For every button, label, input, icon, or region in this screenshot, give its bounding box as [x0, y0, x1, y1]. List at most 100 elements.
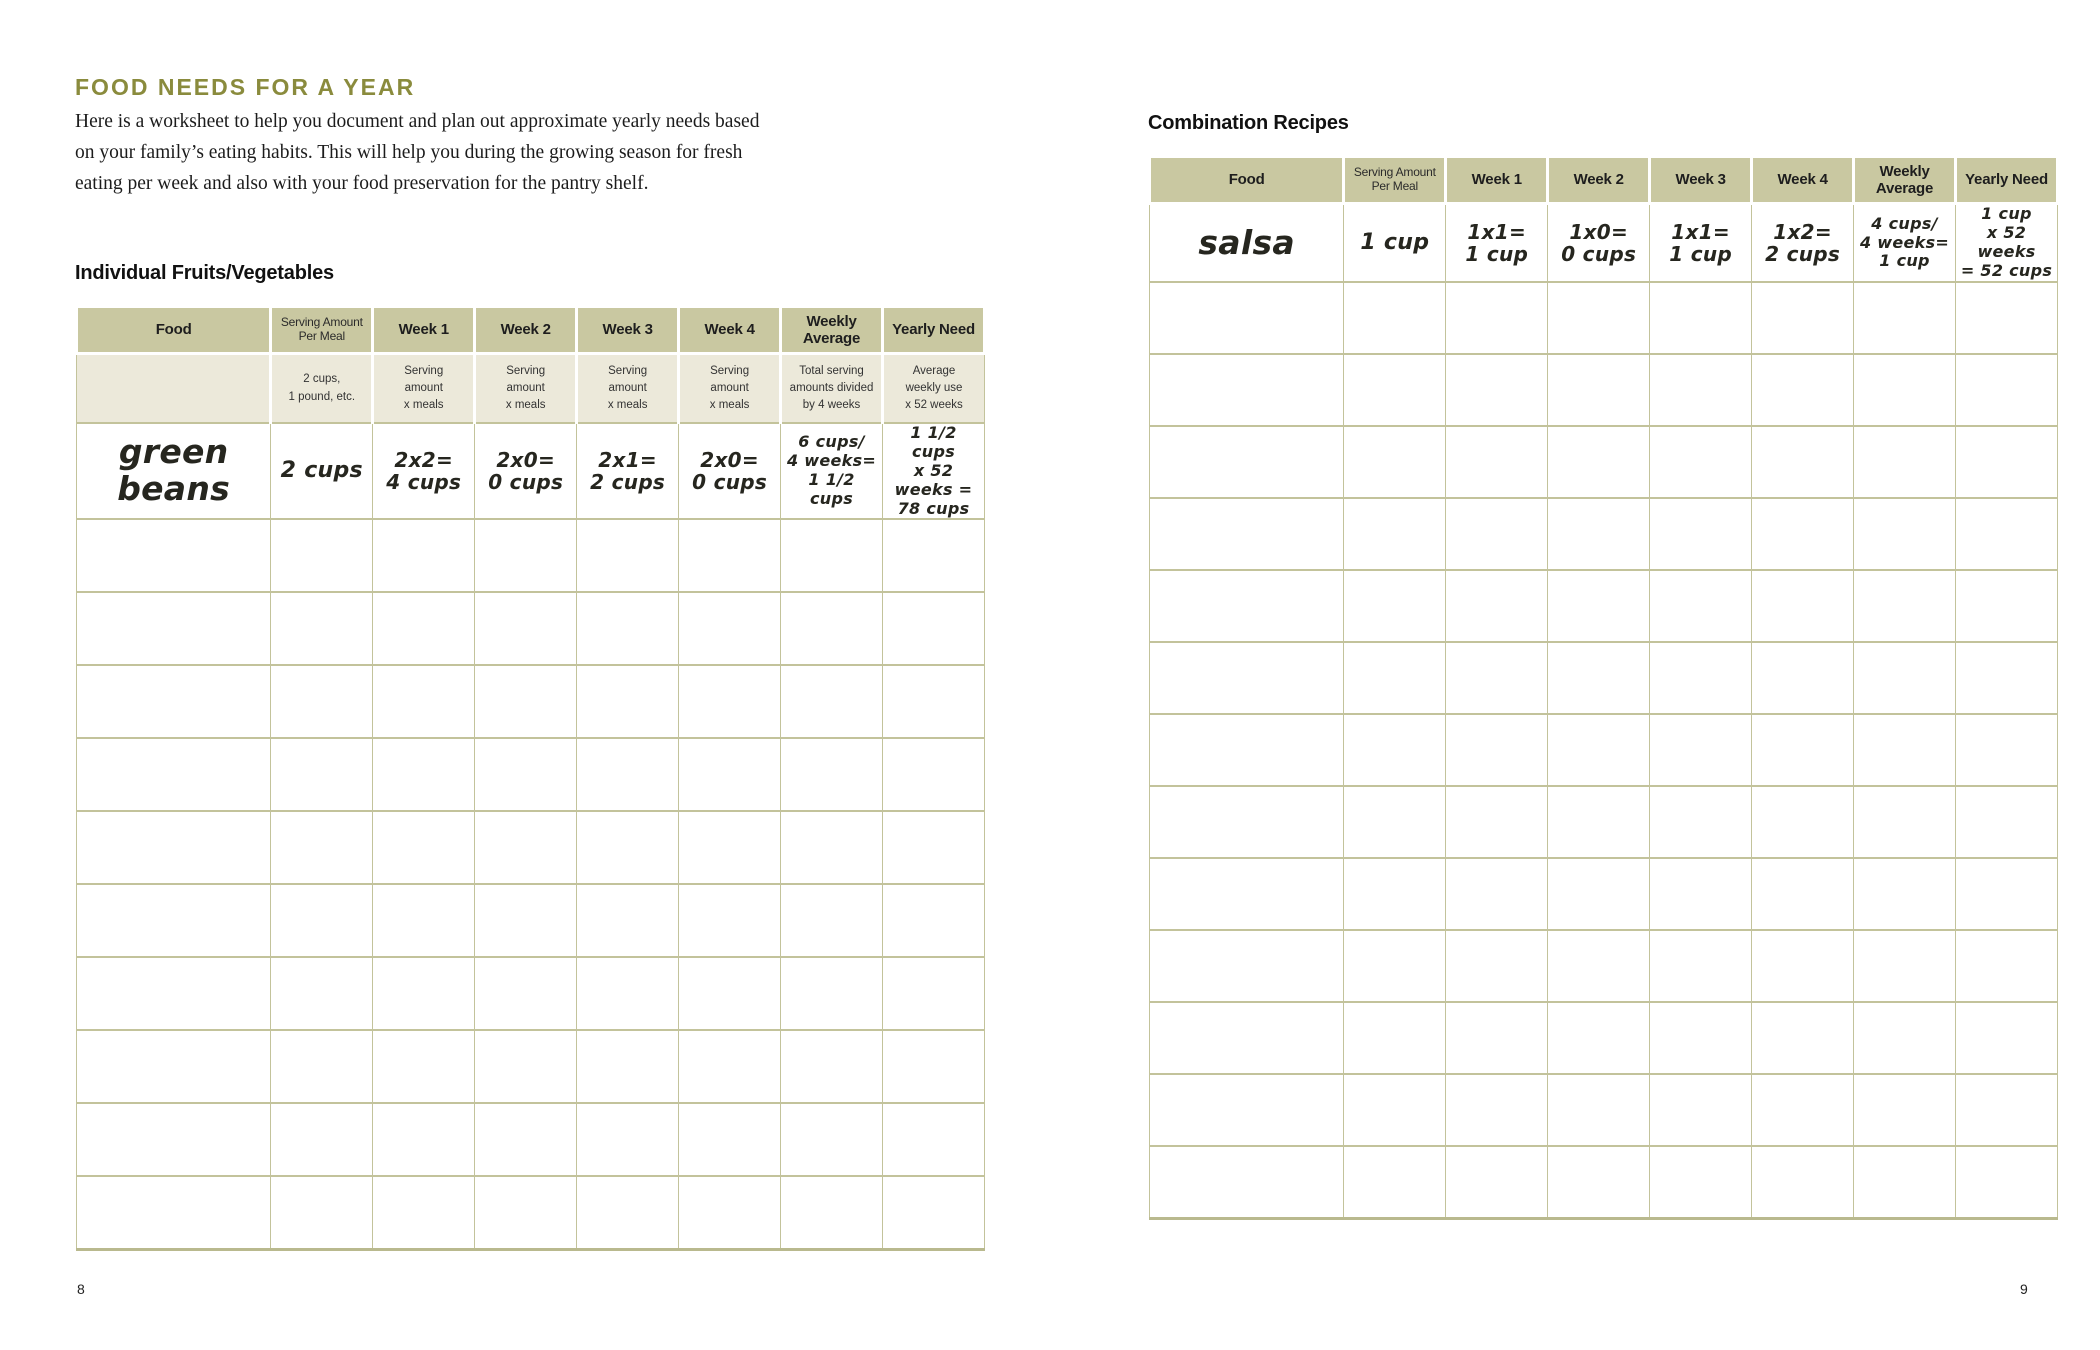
- column-header: Week 2: [473, 305, 579, 355]
- empty-row: [75, 883, 985, 959]
- entry-cell: salsa: [1148, 203, 1345, 283]
- empty-cell: [678, 810, 782, 886]
- empty-cell: [1148, 641, 1345, 715]
- empty-cell: [576, 810, 680, 886]
- column-header: Serving Amount Per Meal: [269, 305, 375, 355]
- empty-cell: [270, 1175, 374, 1252]
- empty-cell: [1649, 353, 1753, 427]
- column-header: Week 4: [677, 305, 783, 355]
- empty-cell: [780, 883, 884, 959]
- empty-cell: [780, 1175, 884, 1252]
- empty-cell: [1445, 1001, 1549, 1075]
- empty-cell: [1853, 641, 1957, 715]
- empty-cell: [474, 591, 578, 667]
- empty-row: [75, 664, 985, 740]
- empty-cell: [75, 810, 272, 886]
- empty-cell: [1148, 1001, 1345, 1075]
- empty-cell: [270, 664, 374, 740]
- empty-cell: [1751, 1073, 1855, 1147]
- empty-cell: [1853, 497, 1957, 571]
- empty-cell: [270, 1029, 374, 1105]
- empty-cell: [1955, 929, 2058, 1003]
- empty-cell: [1751, 785, 1855, 859]
- empty-row: [75, 956, 985, 1032]
- entry-cell: 1x1= 1 cup: [1445, 203, 1549, 283]
- empty-cell: [780, 810, 884, 886]
- column-header: Week 1: [371, 305, 477, 355]
- subheader-cell: 2 cups, 1 pound, etc.: [269, 352, 375, 424]
- empty-cell: [1547, 281, 1651, 355]
- empty-cell: [372, 1175, 476, 1252]
- empty-cell: [1751, 569, 1855, 643]
- subheader-cell: Serving amount x meals: [575, 352, 681, 424]
- empty-cell: [1955, 857, 2058, 931]
- empty-cell: [678, 956, 782, 1032]
- empty-row: [1148, 785, 2058, 859]
- empty-cell: [1547, 353, 1651, 427]
- page-title: FOOD NEEDS FOR A YEAR: [75, 74, 416, 100]
- empty-cell: [1955, 497, 2058, 571]
- empty-cell: [1343, 1073, 1447, 1147]
- empty-cell: [780, 956, 884, 1032]
- empty-cell: [576, 956, 680, 1032]
- column-header: Yearly Need: [881, 305, 986, 355]
- empty-cell: [75, 1175, 272, 1252]
- empty-row: [75, 1175, 985, 1252]
- empty-cell: [1649, 1001, 1753, 1075]
- empty-cell: [1751, 1001, 1855, 1075]
- empty-cell: [1853, 353, 1957, 427]
- empty-row: [1148, 569, 2058, 643]
- empty-cell: [1649, 425, 1753, 499]
- entry-cell: 1 cup: [1343, 203, 1447, 283]
- empty-cell: [1853, 857, 1957, 931]
- empty-row: [75, 591, 985, 667]
- empty-cell: [75, 664, 272, 740]
- subheader-cell: Average weekly use x 52 weeks: [881, 352, 985, 424]
- column-header: Week 4: [1750, 155, 1856, 205]
- empty-cell: [1853, 281, 1957, 355]
- empty-row: [75, 1029, 985, 1105]
- empty-cell: [1148, 929, 1345, 1003]
- empty-cell: [75, 591, 272, 667]
- empty-cell: [372, 1029, 476, 1105]
- empty-cell: [1649, 929, 1753, 1003]
- empty-cell: [270, 883, 374, 959]
- column-header: Food: [1147, 155, 1346, 205]
- empty-cell: [1445, 425, 1549, 499]
- empty-cell: [1853, 425, 1957, 499]
- individual-table-title: Individual Fruits/Vegetables: [75, 262, 334, 284]
- empty-cell: [1649, 569, 1753, 643]
- empty-cell: [75, 1029, 272, 1105]
- empty-cell: [1445, 857, 1549, 931]
- empty-cell: [1547, 713, 1651, 787]
- empty-cell: [75, 1102, 272, 1178]
- empty-cell: [1445, 929, 1549, 1003]
- empty-cell: [75, 883, 272, 959]
- empty-cell: [1343, 569, 1447, 643]
- empty-cell: [882, 956, 985, 1032]
- empty-cell: [270, 956, 374, 1032]
- empty-row: [75, 737, 985, 813]
- empty-cell: [576, 664, 680, 740]
- empty-cell: [474, 664, 578, 740]
- empty-cell: [882, 883, 985, 959]
- empty-cell: [1343, 281, 1447, 355]
- empty-cell: [1343, 713, 1447, 787]
- empty-cell: [270, 1102, 374, 1178]
- empty-cell: [882, 737, 985, 813]
- entry-cell: 4 cups/ 4 weeks= 1 cup: [1853, 203, 1957, 283]
- empty-cell: [882, 1175, 985, 1252]
- empty-cell: [678, 591, 782, 667]
- empty-row: [75, 810, 985, 886]
- empty-row: [75, 1102, 985, 1178]
- page-number-right: 9: [2020, 1281, 2028, 1297]
- entry-cell: 2x0= 0 cups: [474, 422, 578, 521]
- empty-cell: [75, 518, 272, 594]
- empty-row: [1148, 713, 2058, 787]
- empty-row: [1148, 1001, 2058, 1075]
- empty-cell: [1445, 569, 1549, 643]
- empty-cell: [1649, 1145, 1753, 1220]
- empty-cell: [882, 591, 985, 667]
